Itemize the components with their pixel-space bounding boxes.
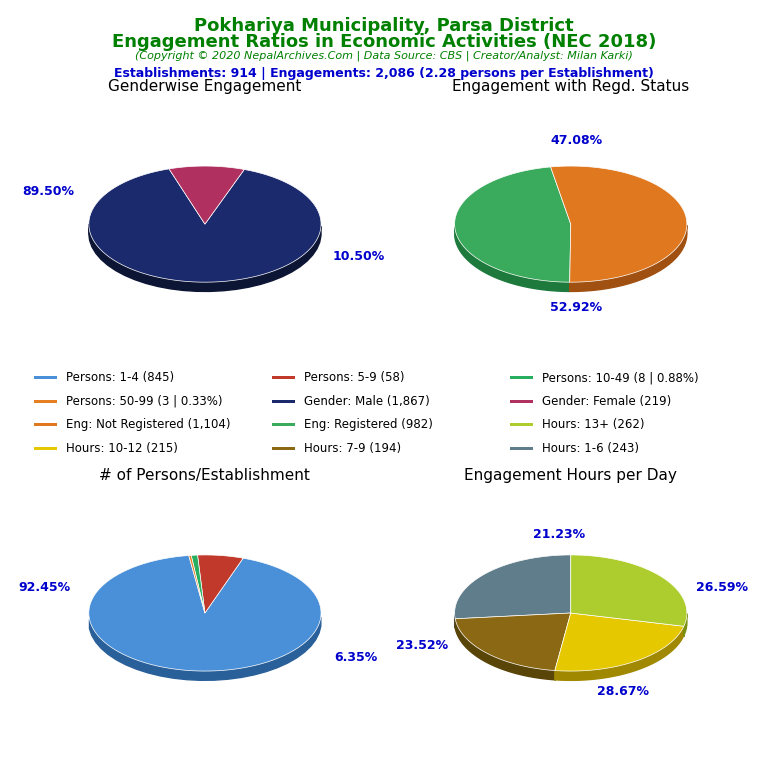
Title: Engagement Hours per Day: Engagement Hours per Day xyxy=(465,468,677,483)
Text: Persons: 1-4 (845): Persons: 1-4 (845) xyxy=(66,371,174,384)
Text: Persons: 10-49 (8 | 0.88%): Persons: 10-49 (8 | 0.88%) xyxy=(542,371,699,384)
Text: Hours: 13+ (262): Hours: 13+ (262) xyxy=(542,419,644,432)
Bar xyxy=(35,399,57,402)
Text: Establishments: 914 | Engagements: 2,086 (2.28 persons per Establishment): Establishments: 914 | Engagements: 2,086… xyxy=(114,67,654,80)
Polygon shape xyxy=(554,613,684,671)
Bar xyxy=(273,423,295,426)
Polygon shape xyxy=(169,166,244,224)
Bar xyxy=(273,399,295,402)
Polygon shape xyxy=(189,555,205,613)
Polygon shape xyxy=(455,619,554,680)
Text: 6.35%: 6.35% xyxy=(334,650,378,664)
Text: Eng: Registered (982): Eng: Registered (982) xyxy=(304,419,432,432)
Bar xyxy=(511,376,533,379)
Text: Pokhariya Municipality, Parsa District: Pokhariya Municipality, Parsa District xyxy=(194,17,574,35)
Text: (Copyright © 2020 NepalArchives.Com | Data Source: CBS | Creator/Analyst: Milan : (Copyright © 2020 NepalArchives.Com | Da… xyxy=(135,51,633,61)
Polygon shape xyxy=(570,225,687,292)
Text: Hours: 10-12 (215): Hours: 10-12 (215) xyxy=(66,442,177,455)
Text: Gender: Female (219): Gender: Female (219) xyxy=(542,395,671,408)
Polygon shape xyxy=(191,555,205,613)
Bar xyxy=(511,447,533,450)
Polygon shape xyxy=(89,169,321,282)
Text: Persons: 5-9 (58): Persons: 5-9 (58) xyxy=(304,371,404,384)
Bar xyxy=(511,399,533,402)
Text: Gender: Male (1,867): Gender: Male (1,867) xyxy=(304,395,429,408)
Polygon shape xyxy=(455,613,571,670)
Polygon shape xyxy=(571,555,687,626)
Polygon shape xyxy=(551,166,687,282)
Polygon shape xyxy=(554,626,684,680)
Title: # of Persons/Establishment: # of Persons/Establishment xyxy=(100,468,310,483)
Text: Hours: 7-9 (194): Hours: 7-9 (194) xyxy=(304,442,401,455)
Text: 26.59%: 26.59% xyxy=(696,581,748,594)
Text: Engagement Ratios in Economic Activities (NEC 2018): Engagement Ratios in Economic Activities… xyxy=(112,33,656,51)
Polygon shape xyxy=(90,617,321,680)
Polygon shape xyxy=(89,555,321,671)
Text: 23.52%: 23.52% xyxy=(396,639,449,652)
Bar xyxy=(35,376,57,379)
Polygon shape xyxy=(455,167,571,282)
Bar xyxy=(35,447,57,450)
Title: Engagement with Regd. Status: Engagement with Regd. Status xyxy=(452,79,690,94)
Polygon shape xyxy=(455,555,571,619)
Text: 52.92%: 52.92% xyxy=(551,301,603,314)
Polygon shape xyxy=(684,614,687,636)
Text: Hours: 1-6 (243): Hours: 1-6 (243) xyxy=(542,442,639,455)
Title: Genderwise Engagement: Genderwise Engagement xyxy=(108,79,302,94)
Bar xyxy=(273,447,295,450)
Text: 92.45%: 92.45% xyxy=(18,581,71,594)
Text: 89.50%: 89.50% xyxy=(22,185,74,198)
Bar xyxy=(273,376,295,379)
Text: 21.23%: 21.23% xyxy=(533,528,585,541)
Text: 10.50%: 10.50% xyxy=(332,250,384,263)
Polygon shape xyxy=(455,227,570,292)
Bar xyxy=(511,423,533,426)
Text: Persons: 50-99 (3 | 0.33%): Persons: 50-99 (3 | 0.33%) xyxy=(66,395,222,408)
Text: 28.67%: 28.67% xyxy=(597,686,649,698)
Bar xyxy=(35,423,57,426)
Text: Eng: Not Registered (1,104): Eng: Not Registered (1,104) xyxy=(66,419,230,432)
Polygon shape xyxy=(197,555,243,613)
Polygon shape xyxy=(89,224,321,291)
Text: 47.08%: 47.08% xyxy=(551,134,603,147)
